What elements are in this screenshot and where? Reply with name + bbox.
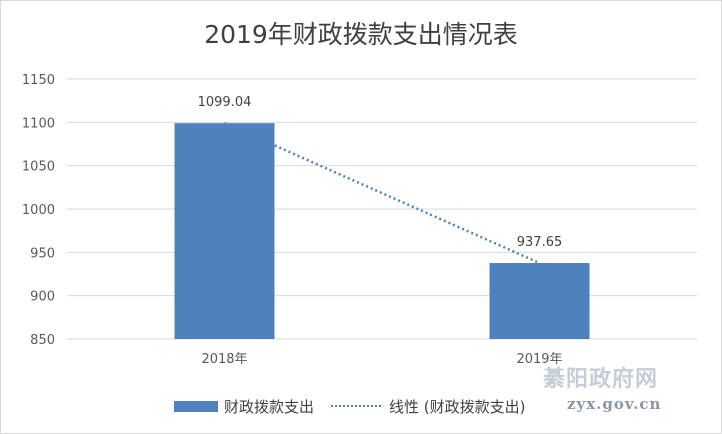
legend-series-label: 财政拨款支出 xyxy=(224,397,315,416)
watermark-main-text: 綦阳政府网 xyxy=(543,367,659,392)
y-tick-label: 850 xyxy=(30,333,55,348)
y-tick-label: 900 xyxy=(30,290,55,305)
y-tick-label: 1050 xyxy=(22,160,55,175)
legend-item-series: 财政拨款支出 xyxy=(174,395,314,417)
watermark-url-text: zyx.gov.cn xyxy=(567,395,662,413)
y-tick-label: 1000 xyxy=(22,203,55,218)
legend-item-trendline: 线性 (财政拨款支出) xyxy=(331,395,525,417)
legend-trendline-label: 线性 (财政拨款支出) xyxy=(389,397,526,416)
bar xyxy=(174,123,275,339)
data-label: 1099.04 xyxy=(198,95,252,110)
legend-trendline-swatch xyxy=(331,405,381,407)
y-tick-label: 1100 xyxy=(22,116,55,131)
bar xyxy=(489,263,590,339)
y-tick-label: 950 xyxy=(30,246,55,261)
data-label: 937.65 xyxy=(517,235,563,250)
x-tick-label: 2019年 xyxy=(516,352,562,367)
legend-bar-swatch xyxy=(174,400,218,412)
chart-title: 2019年财政拨款支出情况表 xyxy=(204,20,518,49)
y-tick-label: 1150 xyxy=(22,73,55,88)
legend: 财政拨款支出 线性 (财政拨款支出) xyxy=(1,395,561,417)
x-tick-label: 2018年 xyxy=(201,352,247,367)
watermark-logo: 綦阳政府网 zyx.gov.cn xyxy=(543,361,713,413)
